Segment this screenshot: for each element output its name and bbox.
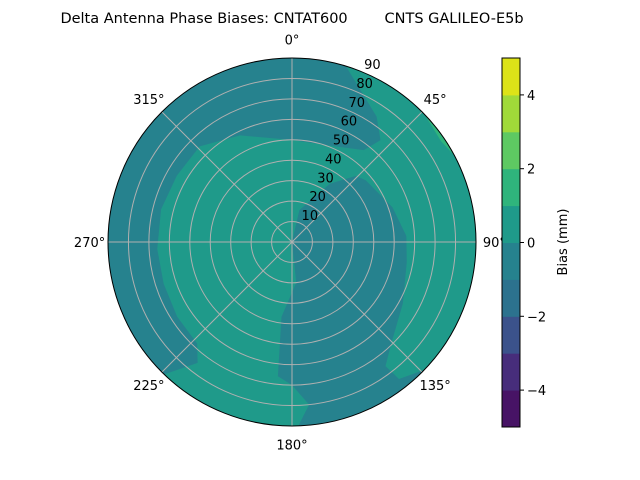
angular-tick-label: 270° [74, 236, 105, 251]
radial-tick-label: 50 [333, 134, 350, 149]
colorbar-tick-label: 4 [527, 89, 535, 104]
colorbar-tick-label: 0 [527, 237, 535, 252]
colorbar-segment [502, 168, 520, 207]
colorbar-tick-label: −2 [527, 310, 546, 325]
colorbar-tick-label: −4 [527, 384, 546, 399]
radial-tick-label: 40 [325, 152, 342, 167]
colorbar-label: Bias (mm) [556, 209, 571, 276]
colorbar-segment [502, 353, 520, 391]
polar-frame [107, 57, 477, 427]
colorbar-segment [502, 316, 520, 354]
contour-region [424, 114, 455, 156]
angular-tick-label: 180° [276, 438, 307, 453]
angular-tick-label: 90° [483, 236, 506, 251]
angular-tick-label: 315° [133, 93, 164, 108]
angular-tick-label: 225° [133, 379, 164, 394]
angular-gridline [161, 241, 293, 373]
radial-tick-label: 70 [348, 96, 365, 111]
colorbar-segment [502, 131, 520, 170]
colorbar-segment [502, 279, 520, 317]
plot-area: 0° 45° 90° 135° 180° 225° 270° 315° 10 20 30 40 50 60… [74, 34, 506, 454]
radial-tick-label: 60 [341, 115, 358, 130]
colorbar-segment [502, 58, 520, 96]
colorbar-tick-label: 2 [527, 163, 535, 178]
angular-gridline [291, 241, 423, 373]
radial-tick-label: 90 [364, 58, 381, 73]
angular-gridline [291, 111, 423, 243]
angular-tick-label: 45° [424, 93, 447, 108]
colorbar-segment [502, 242, 520, 280]
radial-tick-label: 80 [356, 77, 373, 92]
radial-tick-label: 30 [317, 171, 334, 186]
angular-tick-label: 135° [419, 379, 450, 394]
radial-tick-label: 20 [309, 190, 326, 205]
angular-tick-label: 0° [285, 34, 300, 49]
colorbar-segment [502, 205, 520, 243]
colorbar: −4 −2 0 2 4 [501, 57, 546, 428]
colorbar-segment [502, 390, 520, 428]
radial-tick-label: 10 [302, 209, 319, 224]
chart-title: Delta Antenna Phase Biases: CNTAT600 CNT… [60, 11, 523, 27]
colorbar-segment [502, 94, 520, 133]
angular-gridline [161, 111, 293, 243]
